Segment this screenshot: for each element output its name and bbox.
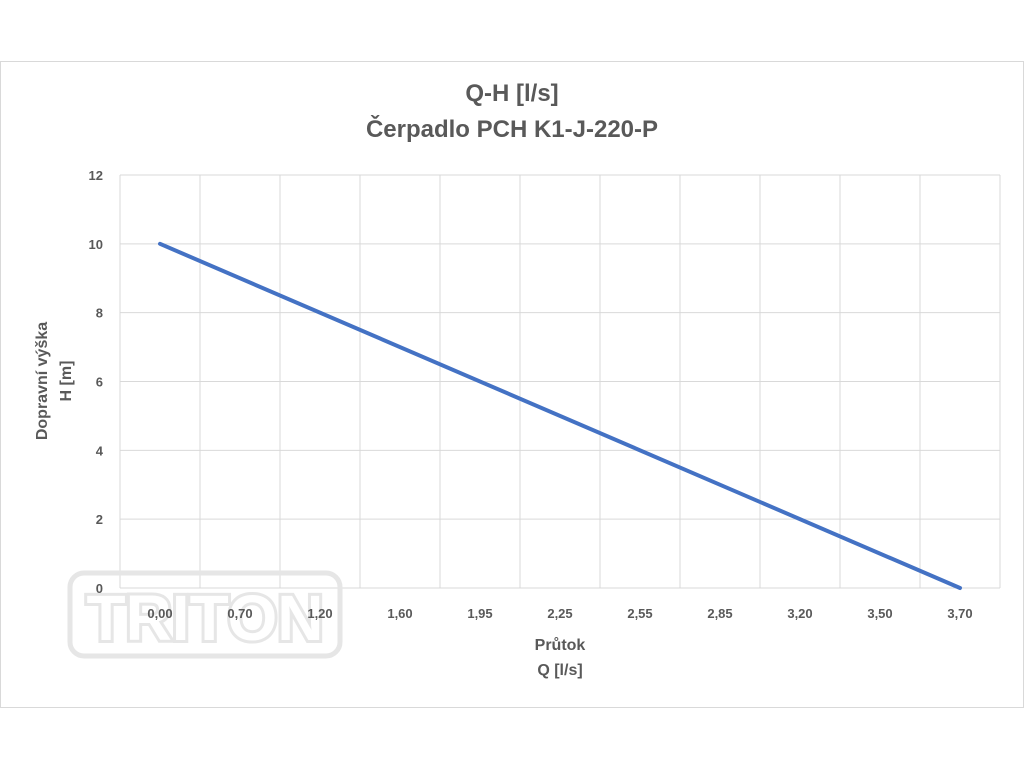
x-axis-ticks: 0,00 0,70 1,20 1,60 1,95 2,25 2,55 2,85 3,20 3,50… (147, 606, 972, 621)
series (158, 241, 962, 590)
x-tick-label: 0,70 (227, 606, 252, 621)
y-tick-label: 12 (89, 168, 103, 183)
chart-frame (0, 61, 1024, 708)
y-tick-label: 6 (96, 375, 103, 390)
watermark-text: TRITON (86, 582, 323, 654)
x-tick-label: 3,20 (787, 606, 812, 621)
series-line (158, 241, 962, 590)
x-tick-label: 2,25 (547, 606, 572, 621)
y-tick-label: 0 (96, 581, 103, 596)
chart-subtitle: Čerpadlo PCH K1-J-220-P (365, 116, 659, 143)
y-tick-label: 2 (96, 512, 103, 527)
y-axis-title-line1: Dopravní výška (34, 322, 51, 440)
x-axis-title-line2: Q [l/s] (537, 662, 582, 679)
x-tick-label: 3,50 (867, 606, 892, 621)
watermark-logo: TRITON (67, 570, 343, 659)
y-tick-label: 4 (96, 443, 104, 458)
gridlines (119, 174, 1001, 589)
y-tick-label: 10 (89, 237, 103, 252)
x-tick-label: 1,60 (387, 606, 412, 621)
x-axis-title-line1: Průtok (535, 637, 586, 654)
x-tick-label: 2,85 (707, 606, 732, 621)
y-tick-label: 8 (96, 306, 103, 321)
x-tick-label: 2,55 (627, 606, 652, 621)
x-tick-label: 1,20 (307, 606, 332, 621)
x-tick-label: 3,70 (947, 606, 972, 621)
chart-title: Q-H [l/s] (465, 80, 559, 107)
x-tick-label: 0,00 (147, 606, 172, 621)
x-tick-label: 1,95 (467, 606, 492, 621)
y-axis-title-line2: H [m] (58, 361, 75, 402)
y-axis-ticks: 0 2 4 6 8 10 12 (89, 168, 104, 596)
